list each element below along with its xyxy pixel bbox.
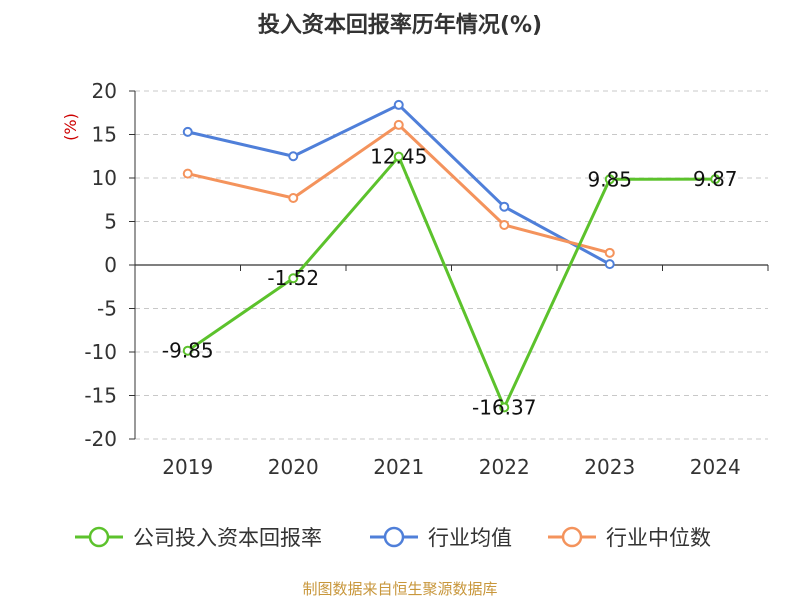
data-point <box>499 201 510 212</box>
grid-lines <box>135 90 768 440</box>
data-point <box>604 174 615 185</box>
data-point <box>604 259 615 270</box>
chart-title: 投入资本回报率历年情况(%) <box>258 12 542 38</box>
data-label: 9.85 <box>587 167 632 191</box>
y-axis-unit: (%) <box>61 113 80 141</box>
x-tick-label: 2023 <box>584 455 635 479</box>
legend-label: 行业均值 <box>428 526 512 550</box>
data-point <box>182 345 193 356</box>
data-point <box>393 119 404 130</box>
y-tick-label: 10 <box>92 166 117 190</box>
data-point <box>499 402 510 413</box>
y-tick-label: 5 <box>104 210 117 234</box>
data-point <box>288 273 299 284</box>
x-tick-label: 2024 <box>690 455 741 479</box>
y-tick-label: 20 <box>92 79 117 103</box>
y-tick-label: -20 <box>84 427 117 451</box>
data-label: -9.85 <box>162 339 214 363</box>
data-point <box>393 99 404 110</box>
data-label: 12.45 <box>370 145 427 169</box>
legend-swatch-marker <box>88 526 110 548</box>
y-tick-label: -5 <box>97 297 117 321</box>
axes: 20 15 10 5 0 -5 -10 -15 -20 2019 2020 2021 2022 2023 2… <box>84 79 769 479</box>
x-tick-label: 2022 <box>479 455 530 479</box>
data-label: 9.87 <box>693 167 738 191</box>
y-tick-label: -10 <box>84 340 117 364</box>
y-tick-label: 15 <box>92 123 117 147</box>
source-note: 制图数据来自恒生聚源数据库 <box>302 580 497 598</box>
y-tick-label: -15 <box>84 384 117 408</box>
data-label: -16.37 <box>472 395 536 419</box>
series-lines <box>182 99 721 413</box>
data-point <box>288 193 299 204</box>
data-labels: -9.85 -1.52 12.45 -16.37 9.85 9.87 <box>162 145 738 420</box>
x-tick-label: 2019 <box>162 455 213 479</box>
legend: 公司投入资本回报率 行业均值 行业中位数 <box>75 526 711 550</box>
data-label: -1.52 <box>267 266 319 290</box>
x-tick-label: 2021 <box>373 455 424 479</box>
legend-swatch-marker <box>561 526 583 548</box>
series-line-0 <box>186 155 716 409</box>
data-point <box>182 126 193 137</box>
legend-label: 行业中位数 <box>606 526 711 550</box>
data-point <box>393 151 404 162</box>
data-point <box>499 219 510 230</box>
data-point <box>182 168 193 179</box>
data-point <box>710 174 721 185</box>
data-point <box>604 247 615 258</box>
legend-label: 公司投入资本回报率 <box>133 526 322 550</box>
legend-swatch-marker <box>383 526 405 548</box>
x-tick-label: 2020 <box>268 455 319 479</box>
y-tick-label: 0 <box>104 253 117 277</box>
data-point <box>288 151 299 162</box>
